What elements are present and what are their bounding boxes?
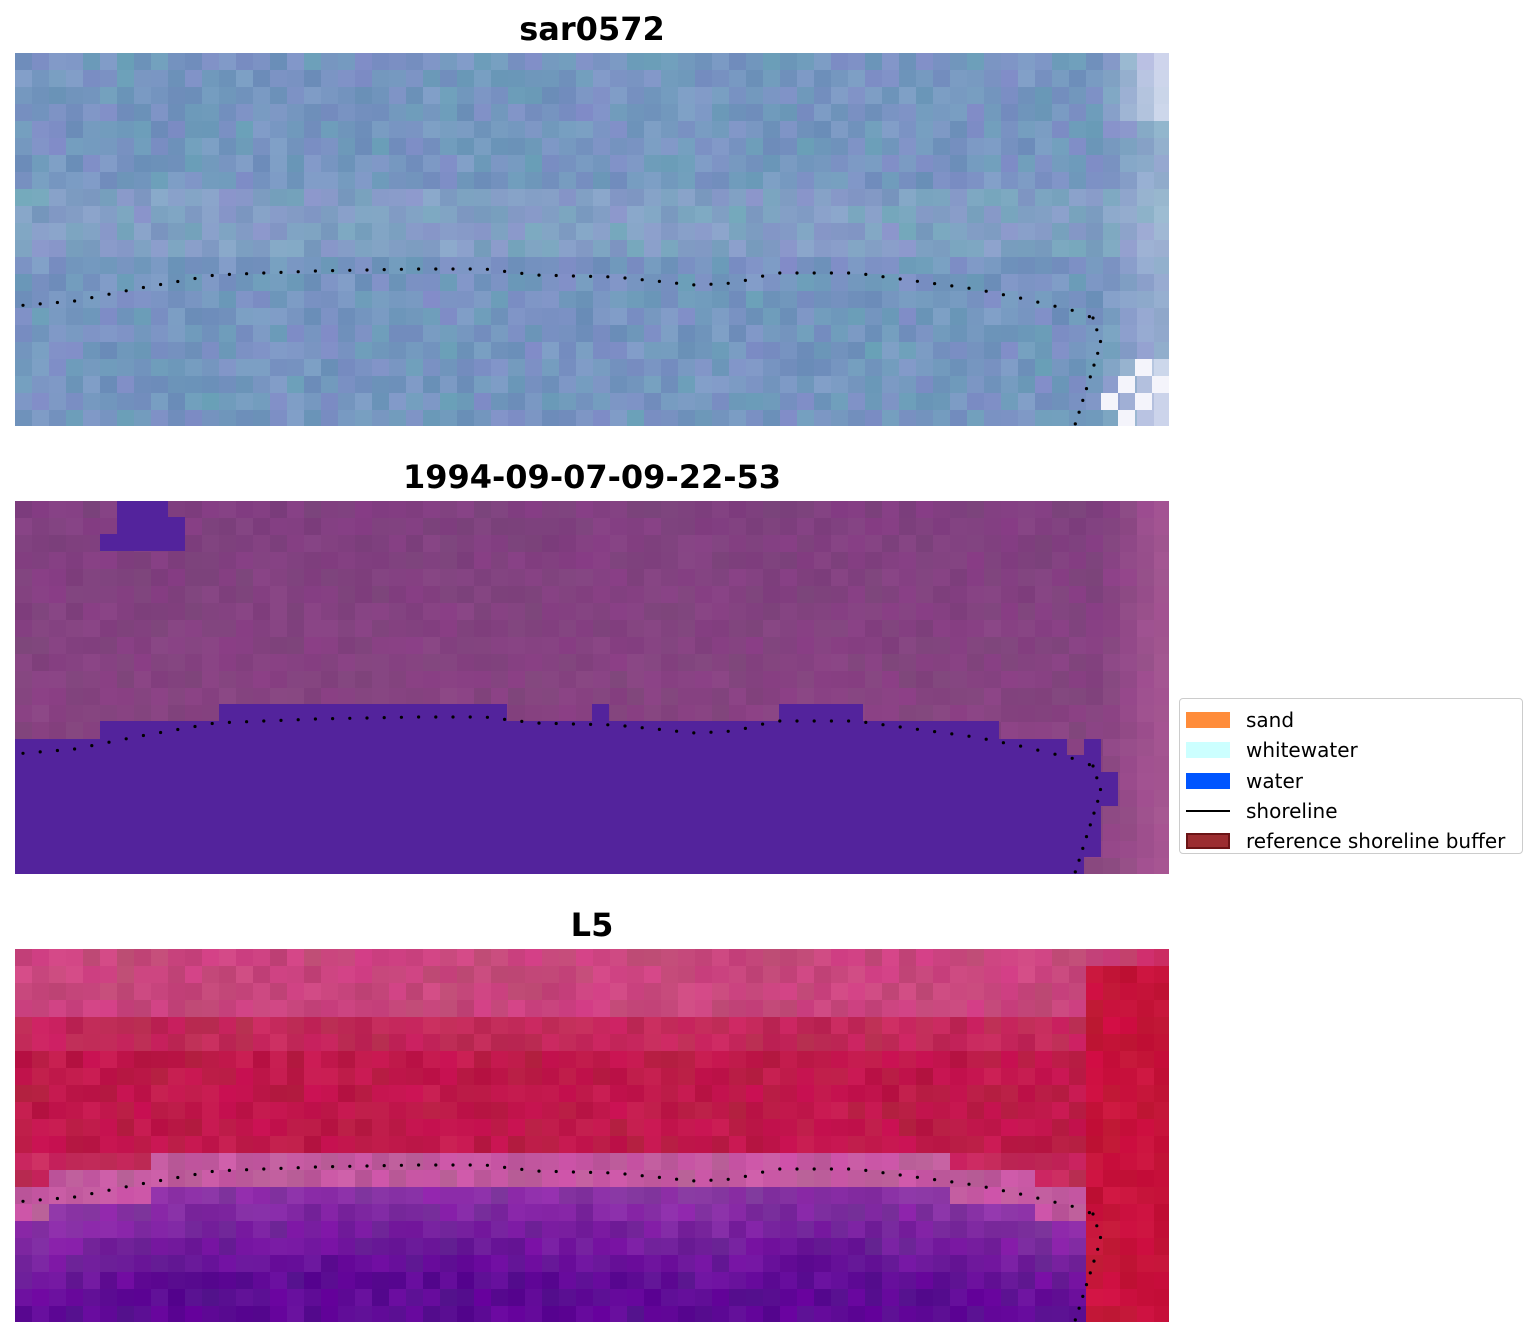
panel-title-sar: sar0572: [519, 10, 665, 48]
sar-image-panel: [15, 53, 1169, 426]
shoreline-dots: [21, 267, 1103, 426]
legend-label: whitewater: [1246, 738, 1358, 763]
legend-item-shoreline: shoreline: [1180, 796, 1522, 826]
reference-buffer-swatch: [1186, 833, 1230, 850]
sar-image: [15, 53, 1169, 426]
sand-swatch: [1186, 712, 1230, 729]
shoreline-dots: [21, 715, 1103, 874]
legend-item-water: water: [1180, 766, 1522, 796]
legend-item-reference-buffer: reference shoreline buffer: [1180, 826, 1522, 856]
shoreline-line-swatch: [1186, 810, 1230, 813]
panel-title-satellite: L5: [570, 906, 614, 944]
whitewater-swatch: [1186, 742, 1230, 759]
index-image: [15, 949, 1169, 1322]
classification-image-panel: [15, 501, 1169, 874]
water-class-region: [15, 501, 1118, 874]
water-swatch: [1186, 772, 1230, 789]
legend-label: sand: [1246, 708, 1295, 733]
legend-label: shoreline: [1246, 799, 1338, 824]
legend: sand whitewater water shoreline referenc…: [1179, 698, 1523, 854]
legend-item-whitewater: whitewater: [1180, 735, 1522, 765]
legend-label: water: [1246, 768, 1303, 793]
panel-title-date: 1994-09-07-09-22-53: [402, 458, 782, 496]
classification-image: [15, 501, 1169, 874]
shoreline-dots: [21, 1163, 1103, 1322]
legend-item-sand: sand: [1180, 705, 1522, 735]
legend-label: reference shoreline buffer: [1246, 829, 1506, 854]
index-image-panel: [15, 949, 1169, 1322]
